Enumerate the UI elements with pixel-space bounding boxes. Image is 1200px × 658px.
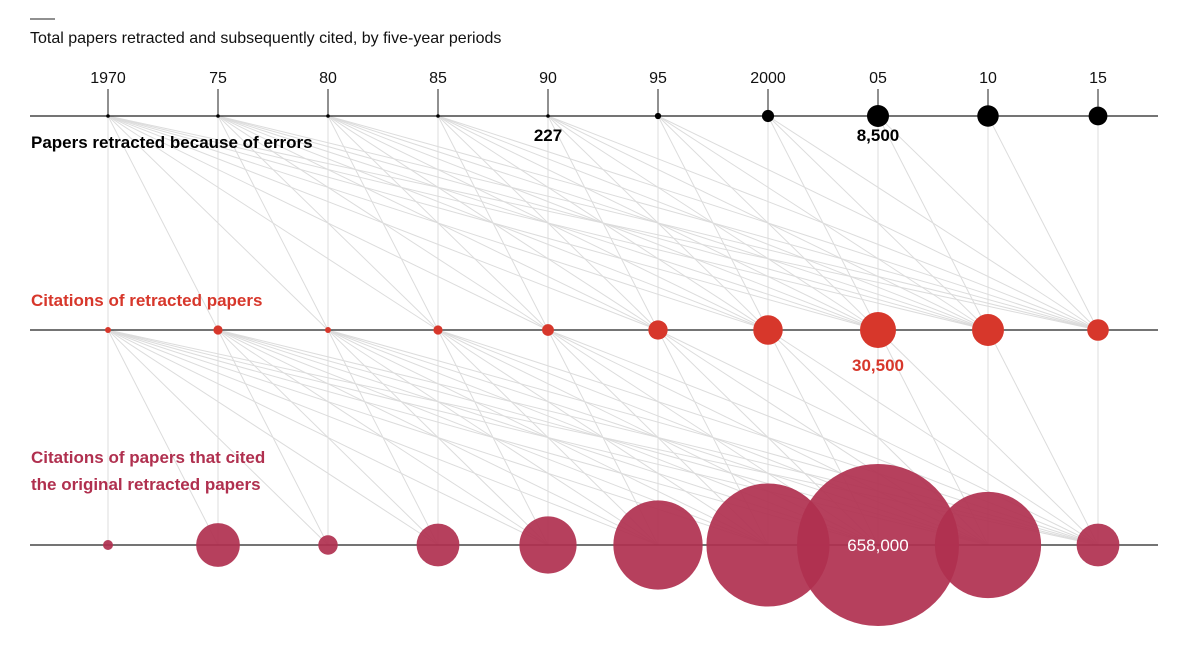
bubble-second-order <box>706 483 830 607</box>
bubble-second-order <box>103 540 113 550</box>
connection-line <box>217 115 329 331</box>
period-label: 1970 <box>90 70 126 87</box>
row-label-retracted: Papers retracted because of errors <box>31 133 313 152</box>
period-label: 15 <box>1089 70 1107 87</box>
value-annotations: 227 8,500 30,500 658,000 <box>534 126 909 555</box>
bubble-second-order <box>416 523 460 567</box>
annotation-retracted: 227 <box>534 126 562 145</box>
connection-line <box>987 115 1099 331</box>
connection-line <box>657 115 769 331</box>
bubble-citations <box>213 325 223 335</box>
annotation-citations: 30,500 <box>852 356 904 375</box>
bubble-retracted <box>977 105 999 127</box>
period-label: 10 <box>979 70 997 87</box>
annotation-second-order: 658,000 <box>847 536 908 555</box>
bubble-retracted <box>106 114 110 118</box>
bubble-retracted <box>867 105 889 127</box>
bubble-citations <box>433 325 443 335</box>
row-label-citations: Citations of retracted papers <box>31 291 262 310</box>
bubble-retracted <box>546 114 550 118</box>
row-labels: Papers retracted because of errors Citati… <box>31 133 313 494</box>
period-ticks: 1970 75 80 85 90 95 2000 05 10 15 <box>90 70 1107 116</box>
bubble-second-order <box>196 523 240 567</box>
chart-title: Total papers retracted and subsequently … <box>30 30 501 47</box>
row-label-second-order: the original retracted papers <box>31 475 261 494</box>
connection-line <box>877 115 989 331</box>
connection-line <box>547 115 659 331</box>
period-label: 2000 <box>750 70 786 87</box>
bubble-citations <box>542 324 554 336</box>
bubble-citations <box>325 327 331 333</box>
bubble-citations <box>860 312 896 348</box>
bubble-retracted <box>216 114 220 118</box>
connection-line <box>987 329 1099 546</box>
bubble-citations <box>972 314 1004 346</box>
bubble-second-order <box>934 491 1042 599</box>
bubble-second-order <box>797 464 959 626</box>
connection-line <box>437 115 549 331</box>
period-label: 85 <box>429 70 447 87</box>
connection-line <box>327 329 439 546</box>
connection-line <box>767 115 879 331</box>
bubbles <box>103 105 1120 626</box>
bubble-second-order <box>519 516 577 574</box>
bubble-retracted <box>436 114 440 118</box>
connection-line <box>437 329 549 546</box>
connection-line <box>217 329 329 546</box>
period-label: 90 <box>539 70 557 87</box>
connection-line <box>327 115 439 331</box>
period-label: 80 <box>319 70 337 87</box>
bubble-citations <box>648 320 668 340</box>
bubble-citations <box>753 315 783 345</box>
bubble-retracted <box>326 114 330 118</box>
connection-line <box>107 115 219 331</box>
bubble-citations <box>1087 319 1109 341</box>
connection-line <box>107 329 219 546</box>
bubble-retracted <box>761 109 775 123</box>
bubble-second-order <box>613 500 703 590</box>
period-label: 05 <box>869 70 887 87</box>
annotation-retracted: 8,500 <box>857 126 900 145</box>
period-label: 75 <box>209 70 227 87</box>
bubble-second-order <box>1076 523 1120 567</box>
row-label-second-order: Citations of papers that cited <box>31 448 265 467</box>
bubble-citations <box>105 327 111 333</box>
bubble-retracted <box>654 112 662 120</box>
period-label: 95 <box>649 70 667 87</box>
bubble-retracted <box>1088 106 1108 126</box>
bubble-second-order <box>318 535 338 555</box>
